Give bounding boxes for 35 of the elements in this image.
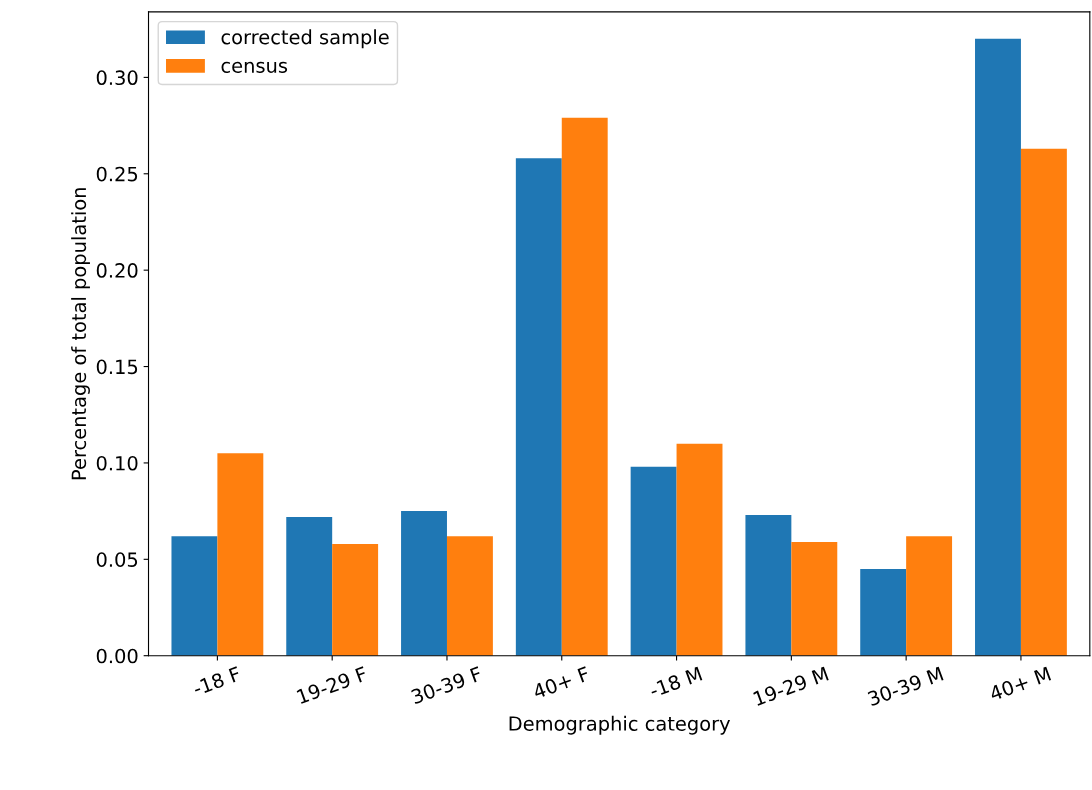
bar <box>906 536 953 656</box>
bar <box>1020 148 1067 656</box>
x-tick-label: 40+ M <box>988 666 1052 702</box>
bar <box>401 511 447 656</box>
bar <box>975 38 1021 656</box>
x-tick-label: 40+ F <box>532 666 591 700</box>
bar <box>676 443 723 656</box>
x-tick-label: 30-39 M <box>867 666 944 707</box>
y-tick-label: 0.00 <box>96 648 138 664</box>
x-tick-label: -18 M <box>648 666 703 698</box>
x-tick-label: 30-39 F <box>410 666 483 705</box>
bar <box>791 541 838 656</box>
bar <box>446 536 493 656</box>
y-tick-label: 0.05 <box>96 552 138 567</box>
x-tick-label: 19-29 F <box>296 666 368 705</box>
legend-label: census <box>221 61 288 73</box>
x-axis-title: Demographic category <box>509 715 731 735</box>
y-axis-title: Percentage of total population <box>71 188 90 480</box>
y-tick-label: 0.30 <box>96 70 138 86</box>
y-tick-label: 0.10 <box>96 455 138 471</box>
bar <box>561 117 608 656</box>
x-tick-label: 19-29 M <box>752 666 829 707</box>
y-tick-label: 0.25 <box>96 166 138 182</box>
legend-label: corrected sample <box>221 29 389 49</box>
y-tick-label: 0.15 <box>96 359 138 375</box>
bar <box>171 536 218 656</box>
bar <box>630 466 677 656</box>
x-tick-label: -18 F <box>192 666 242 697</box>
bar <box>515 158 562 656</box>
bar <box>286 516 333 656</box>
bar <box>745 514 792 656</box>
y-tick-label: 0.20 <box>96 263 138 278</box>
bar <box>332 543 379 656</box>
bar <box>860 568 907 656</box>
bar <box>217 453 264 656</box>
